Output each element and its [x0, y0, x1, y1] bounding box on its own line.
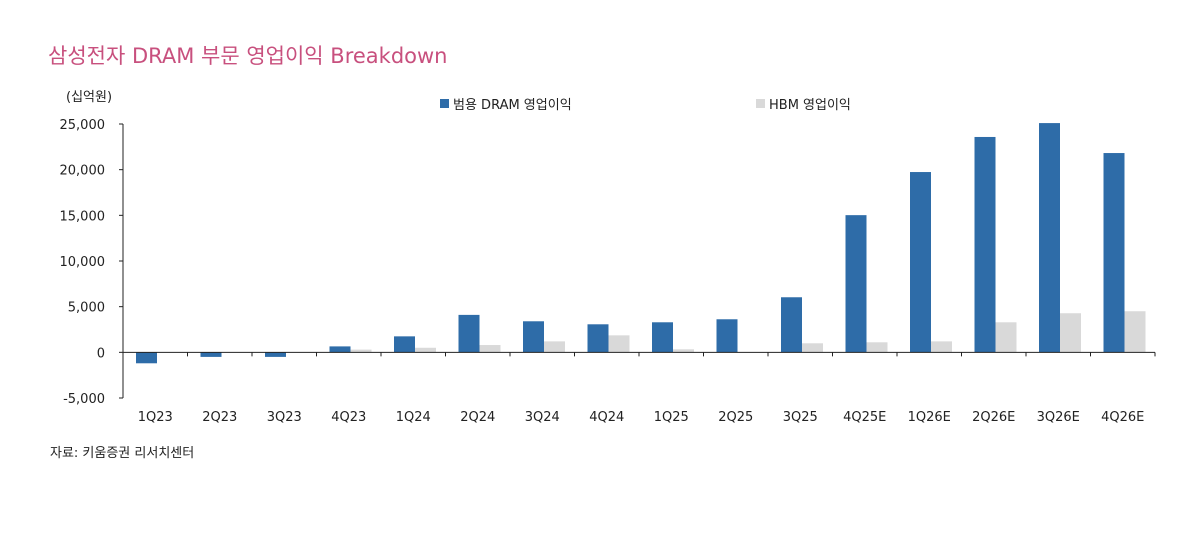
dram-bar-4Q26E [1103, 153, 1125, 353]
dram-bar-2Q25 [716, 319, 738, 353]
x-tick-label: 3Q24 [525, 410, 560, 425]
hbm-bar-3Q24 [544, 341, 565, 353]
dram-bar-2Q24 [458, 314, 480, 353]
x-tick-label: 3Q23 [267, 410, 302, 425]
x-tick-label: 3Q26E [1037, 410, 1080, 425]
y-tick-label: 0 [97, 346, 105, 361]
x-tick-label: 4Q23 [331, 410, 366, 425]
dram-bar-1Q23 [136, 352, 157, 364]
dram-bar-2Q26E [974, 136, 996, 353]
dram-bar-1Q25 [652, 322, 673, 353]
dram-bar-1Q24 [394, 336, 415, 353]
legend-item-hbm: HBM 영업이익 [756, 94, 851, 113]
dram-bar-2Q23 [200, 352, 222, 357]
hbm-bar-1Q24 [415, 347, 436, 353]
hbm-bar-2Q24 [479, 345, 501, 353]
legend-swatch-hbm [756, 99, 765, 108]
y-tick-label: 5,000 [68, 301, 105, 316]
hbm-bar-2Q26E [995, 322, 1017, 353]
hbm-bar-3Q26E [1060, 313, 1081, 353]
dram-bar-1Q26E [910, 172, 931, 353]
legend-item-dram: 범용 DRAM 영업이익 [440, 94, 572, 113]
hbm-bar-4Q25E [866, 342, 888, 353]
x-tick-label: 2Q24 [460, 410, 495, 425]
source-note: 자료: 키움증권 리서치센터 [50, 446, 195, 461]
x-tick-label: 4Q25E [843, 410, 886, 425]
x-tick-label: 4Q24 [589, 410, 624, 425]
x-tick-label: 1Q25 [654, 410, 689, 425]
hbm-bar-1Q26E [931, 341, 952, 353]
y-tick-label: -5,000 [63, 392, 105, 407]
hbm-bar-1Q25 [673, 349, 694, 353]
x-tick-label: 2Q25 [718, 410, 753, 425]
hbm-bar-4Q26E [1124, 311, 1146, 353]
dram-bar-4Q24 [587, 324, 609, 353]
hbm-bar-3Q25 [802, 343, 823, 353]
dram-bar-4Q25E [845, 215, 867, 353]
x-tick-label: 1Q26E [908, 410, 951, 425]
y-tick-label: 25,000 [60, 118, 106, 133]
dram-bar-3Q24 [523, 321, 544, 353]
dram-bar-4Q23 [329, 346, 351, 353]
x-tick-label: 4Q26E [1101, 410, 1144, 425]
x-tick-label: 3Q25 [783, 410, 818, 425]
dram-bar-3Q23 [265, 352, 286, 357]
y-tick-label: 10,000 [60, 255, 106, 270]
y-tick-label: 20,000 [60, 164, 106, 179]
x-tick-label: 2Q26E [972, 410, 1015, 425]
legend-swatch-dram [440, 99, 449, 108]
y-axis-unit-label: (십억원) [66, 90, 113, 105]
x-tick-label: 1Q24 [396, 410, 431, 425]
dram-bar-3Q25 [781, 297, 802, 353]
hbm-bar-4Q23 [350, 349, 372, 353]
hbm-bar-4Q24 [608, 335, 630, 353]
x-tick-label: 1Q23 [138, 410, 173, 425]
legend-label-dram: 범용 DRAM 영업이익 [453, 98, 572, 113]
legend-label-hbm: HBM 영업이익 [769, 98, 851, 113]
y-tick-label: 15,000 [60, 209, 106, 224]
dram-bar-3Q26E [1039, 123, 1060, 353]
x-tick-label: 2Q23 [202, 410, 237, 425]
chart-title: 삼성전자 DRAM 부문 영업이익 Breakdown [48, 44, 448, 68]
